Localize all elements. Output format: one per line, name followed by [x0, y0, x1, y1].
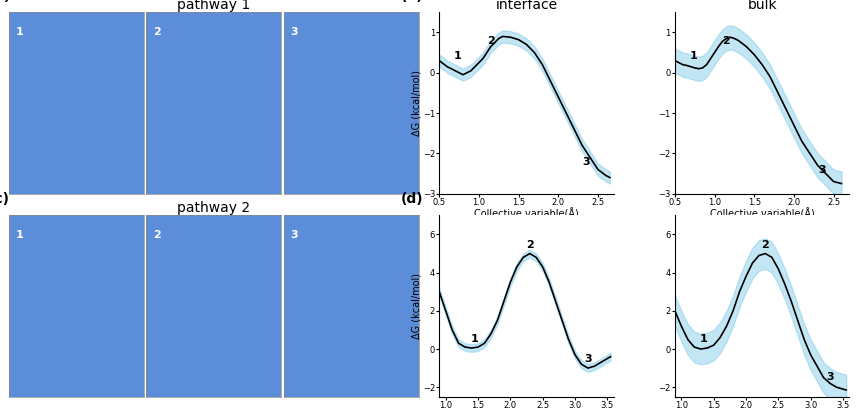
Text: 1: 1	[15, 230, 23, 240]
Text: 2: 2	[153, 230, 160, 240]
Text: 2: 2	[526, 240, 534, 250]
Text: 1: 1	[15, 27, 23, 37]
Text: 1: 1	[700, 334, 708, 344]
X-axis label: Collective variable(Å): Collective variable(Å)	[474, 208, 579, 220]
Text: 3: 3	[818, 166, 825, 175]
Text: 3: 3	[291, 27, 299, 37]
Text: 2: 2	[487, 36, 495, 46]
Text: 2: 2	[762, 240, 770, 250]
Text: 1: 1	[454, 51, 462, 61]
Text: (c): (c)	[0, 192, 9, 206]
Y-axis label: ΔG (kcal/mol): ΔG (kcal/mol)	[411, 70, 421, 136]
Text: (d): (d)	[401, 192, 424, 206]
X-axis label: Collective variable(Å): Collective variable(Å)	[710, 208, 814, 220]
Title: interface: interface	[495, 0, 558, 12]
Text: 2: 2	[722, 36, 730, 46]
Text: 3: 3	[291, 230, 299, 240]
Title: pathway 1: pathway 1	[177, 0, 251, 12]
Title: pathway 2: pathway 2	[177, 201, 251, 216]
Text: 3: 3	[584, 354, 592, 364]
Text: (a): (a)	[0, 0, 10, 3]
Text: 3: 3	[583, 157, 589, 167]
Title: bulk: bulk	[747, 0, 777, 12]
Text: 3: 3	[826, 371, 834, 382]
Text: 1: 1	[471, 334, 479, 344]
Text: (b): (b)	[401, 0, 424, 3]
Y-axis label: ΔG (kcal/mol): ΔG (kcal/mol)	[412, 273, 421, 339]
Text: 1: 1	[689, 51, 697, 61]
Text: 2: 2	[153, 27, 160, 37]
